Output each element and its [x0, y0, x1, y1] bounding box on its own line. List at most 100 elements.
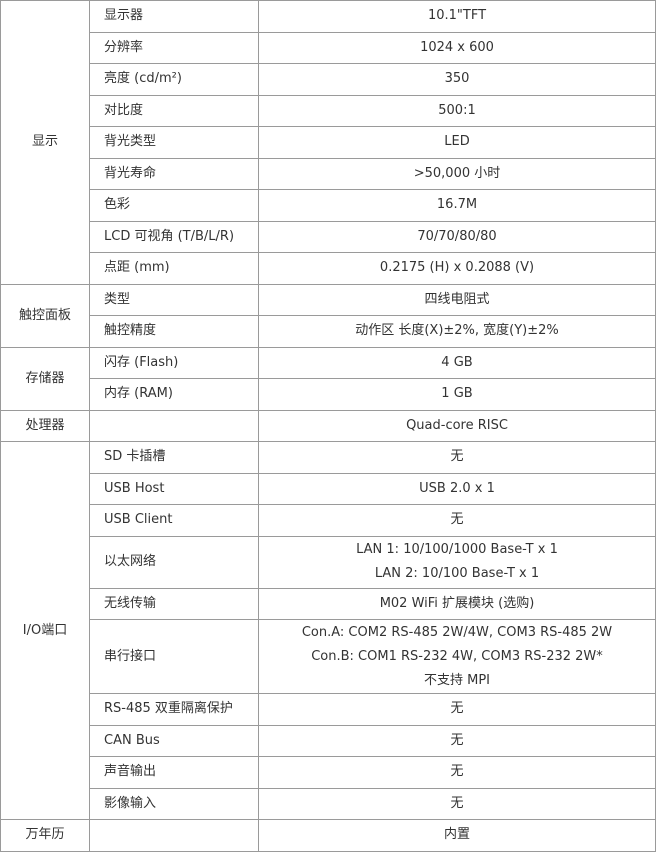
spec-value-line: 无: [450, 512, 464, 528]
spec-value: 1 GB: [258, 378, 656, 411]
spec-row: 显示 显示器 10.1"TFT: [0, 0, 656, 285]
spec-label: SD 卡插槽: [89, 441, 259, 474]
spec-label: 声音输出: [89, 756, 259, 789]
spec-value: 无: [258, 787, 656, 820]
spec-label: CAN Bus: [89, 724, 259, 757]
spec-label: USB Host: [89, 472, 259, 505]
spec-value: 无: [258, 724, 656, 757]
spec-label: 影像输入: [89, 787, 259, 820]
spec-row: 分辨率 1024 x 600: [1, 31, 656, 64]
category-cell: I/O端口: [0, 441, 90, 820]
spec-value-line: Con.A: COM2 RS-485 2W/4W, COM3 RS-485 2W: [301, 624, 613, 640]
spec-label: 对比度: [89, 94, 259, 127]
spec-value: 1024 x 600: [258, 31, 656, 64]
spec-label: 以太网络: [89, 535, 259, 589]
spec-row: 以太网络 LAN 1: 10/100/1000 Base-T x 1 LAN 2: …: [1, 535, 656, 589]
spec-row: 对比度 500:1: [1, 94, 656, 127]
category-cell: 万年历: [0, 819, 90, 852]
spec-label: 类型: [89, 283, 259, 316]
spec-value: 无: [258, 693, 656, 726]
spec-value-line: 内置: [443, 827, 470, 843]
spec-value-line: 无: [450, 764, 464, 780]
spec-row: 背光寿命 >50,000 小时: [1, 157, 656, 190]
spec-value-line: 无: [450, 701, 464, 717]
spec-row: 存储器 闪存 (Flash) 4 GB: [0, 346, 656, 411]
spec-value-line: LAN 1: 10/100/1000 Base-T x 1: [356, 542, 558, 557]
spec-label: 无线传输: [89, 587, 259, 620]
spec-value-line: 4 GB: [441, 354, 473, 370]
spec-row: 影像输入 无: [1, 787, 656, 820]
spec-value: 动作区 长度(X)±2%, 宽度(Y)±2%: [258, 315, 656, 348]
spec-value: 10.1"TFT: [258, 0, 656, 33]
spec-value-line: 1024 x 600: [420, 39, 494, 55]
spec-row: CAN Bus 无: [1, 724, 656, 757]
spec-row: 声音输出 无: [1, 756, 656, 789]
spec-row: 串行接口 Con.A: COM2 RS-485 2W/4W, COM3 RS-48…: [1, 619, 656, 694]
spec-value-line: 70/70/80/80: [417, 228, 497, 244]
spec-row: 无线传输 M02 WiFi 扩展模块 (选购): [1, 587, 656, 620]
spec-value-line: 500:1: [438, 102, 476, 118]
spec-label: 触控精度: [89, 315, 259, 348]
spec-value: 无: [258, 756, 656, 789]
spec-row: 点距 (mm) 0.2175 (H) x 0.2088 (V): [1, 252, 656, 285]
spec-value-line: >50,000 小时: [413, 165, 501, 181]
spec-label: 显示器: [89, 0, 259, 33]
spec-label: USB Client: [89, 504, 259, 537]
spec-label: 色彩: [89, 189, 259, 222]
spec-row: 万年历 内置: [0, 819, 656, 852]
category-cell: 存储器: [0, 346, 90, 411]
spec-value: 0.2175 (H) x 0.2088 (V): [258, 252, 656, 285]
spec-value-line: Quad-core RISC: [406, 417, 508, 433]
category-cell: 显示: [0, 0, 90, 285]
spec-value: 500:1: [258, 94, 656, 127]
spec-value-line: 无: [450, 449, 464, 465]
spec-row: USB Host USB 2.0 x 1: [1, 472, 656, 505]
spec-value-line: 350: [444, 71, 470, 87]
spec-label: 串行接口: [89, 619, 259, 694]
spec-value-line: LAN 2: 10/100 Base-T x 1: [374, 566, 540, 581]
spec-value-line: LED: [444, 134, 470, 150]
spec-value: 350: [258, 63, 656, 96]
spec-value-line: 无: [450, 795, 464, 811]
spec-value-line: 无: [450, 732, 464, 748]
spec-value: 70/70/80/80: [258, 220, 656, 253]
spec-value: 无: [258, 441, 656, 474]
spec-row: 背光类型 LED: [1, 126, 656, 159]
spec-row: USB Client 无: [1, 504, 656, 537]
spec-value: M02 WiFi 扩展模块 (选购): [258, 587, 656, 620]
category-cell: 触控面板: [0, 283, 90, 348]
spec-value: LAN 1: 10/100/1000 Base-T x 1 LAN 2: 10/1…: [258, 535, 656, 589]
spec-label: [89, 409, 259, 442]
spec-value-line: 10.1"TFT: [427, 8, 487, 24]
spec-value-line: USB 2.0 x 1: [419, 480, 495, 496]
spec-row: 处理器 Quad-core RISC: [0, 409, 656, 442]
category-cell: 处理器: [0, 409, 90, 442]
spec-label: LCD 可视角 (T/B/L/R): [89, 220, 259, 253]
spec-value-line: M02 WiFi 扩展模块 (选购): [379, 595, 535, 611]
spec-value: Quad-core RISC: [258, 409, 656, 442]
spec-value-line: 不支持 MPI: [423, 672, 491, 688]
spec-value: >50,000 小时: [258, 157, 656, 190]
spec-value-line: 四线电阻式: [424, 291, 490, 307]
spec-label: RS-485 双重隔离保护: [89, 693, 259, 726]
spec-value: LED: [258, 126, 656, 159]
spec-value: 4 GB: [258, 346, 656, 379]
spec-value: 内置: [258, 819, 656, 852]
spec-label: [89, 819, 259, 852]
spec-row: 触控精度 动作区 长度(X)±2%, 宽度(Y)±2%: [1, 315, 656, 348]
spec-value: USB 2.0 x 1: [258, 472, 656, 505]
spec-value: 无: [258, 504, 656, 537]
spec-row: LCD 可视角 (T/B/L/R) 70/70/80/80: [1, 220, 656, 253]
spec-label: 内存 (RAM): [89, 378, 259, 411]
spec-value-line: 16.7M: [436, 197, 478, 213]
spec-row: I/O端口 SD 卡插槽无: [0, 441, 656, 820]
spec-label: 亮度 (cd/m²): [89, 63, 259, 96]
spec-value-line: 0.2175 (H) x 0.2088 (V): [379, 260, 535, 276]
spec-label: 背光类型: [89, 126, 259, 159]
spec-row: 亮度 (cd/m²) 350: [1, 63, 656, 96]
spec-value: 16.7M: [258, 189, 656, 222]
spec-label: 点距 (mm): [89, 252, 259, 285]
spec-row: RS-485 双重隔离保护 无: [1, 693, 656, 726]
spec-row: 内存 (RAM) 1 GB: [1, 378, 656, 411]
